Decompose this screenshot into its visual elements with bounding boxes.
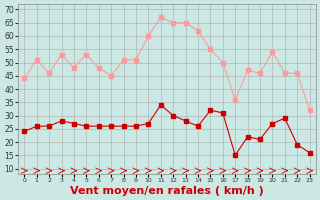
X-axis label: Vent moyen/en rafales ( km/h ): Vent moyen/en rafales ( km/h ) [70,186,264,196]
